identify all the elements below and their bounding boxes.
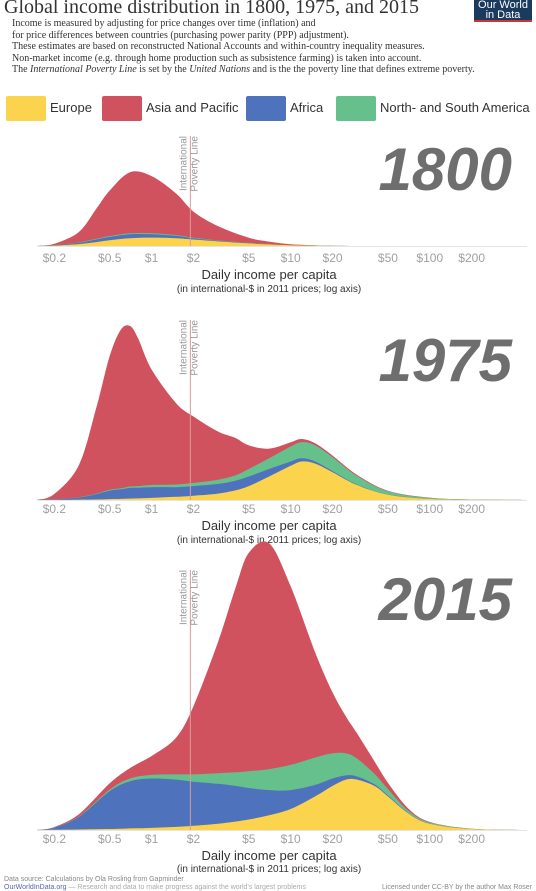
chart-panel-1800: International Poverty Line 1800 $0.2 $0.5 $1 $… (37, 136, 527, 295)
x-tick-label: $50 (378, 502, 398, 516)
intro-emph-un: United Nations (189, 64, 251, 75)
x-tick-label: $0.2 (43, 502, 67, 516)
x-tick-label: $20 (323, 251, 343, 265)
logo-line1: Our World (478, 0, 528, 11)
intro-text-part: and is the the poverty line that defines… (250, 64, 475, 75)
x-tick-label: $200 (458, 251, 485, 265)
x-axis-sublabel: (in international-$ in 2011 prices; log … (177, 864, 361, 875)
x-tick-label: $1 (145, 832, 159, 846)
footer-tagline: — Research and data to make progress aga… (68, 884, 306, 891)
x-tick-label: $2 (187, 502, 201, 516)
x-tick-label: $2 (187, 832, 201, 846)
x-axis-sublabel: (in international-$ in 2011 prices; log … (177, 284, 361, 295)
legend-swatch-asia (102, 96, 142, 121)
owid-logo[interactable]: Our World in Data (474, 0, 532, 22)
intro-line: Income is measured by adjusting for pric… (12, 18, 316, 29)
x-tick-label: $0.2 (43, 832, 67, 846)
year-label: 1800 (379, 136, 512, 203)
chart-panel-2015: International Poverty Line 2015 $0.2 $0.5 $1 $… (37, 541, 527, 875)
x-tick-label: $200 (458, 502, 485, 516)
area-europe (37, 778, 527, 830)
legend-label: Africa (290, 100, 324, 115)
footer-license: Licensed under CC-BY by the author Max R… (381, 884, 532, 891)
x-tick-label: $50 (378, 251, 398, 265)
area-europe (37, 461, 527, 500)
x-tick-label: $200 (458, 832, 485, 846)
year-label: 2015 (378, 566, 514, 633)
x-axis-label: Daily income per capita (201, 267, 337, 282)
x-tick-label: $5 (242, 251, 256, 265)
logo-line2: in Data (485, 9, 521, 21)
legend-swatch-americas (336, 96, 376, 121)
intro-text: Income is measured by adjusting for pric… (12, 18, 536, 76)
legend-label: North- and South America (380, 100, 530, 115)
x-tick-label: $50 (378, 832, 398, 846)
x-tick-label: $1 (145, 502, 159, 516)
x-axis-sublabel: (in international-$ in 2011 prices; log … (177, 535, 361, 546)
x-tick-label: $1 (145, 251, 159, 265)
x-axis-label: Daily income per capita (201, 848, 337, 863)
x-tick-label: $0.5 (98, 832, 122, 846)
poverty-line-label: Poverty Line (189, 570, 200, 626)
x-tick-label: $20 (323, 832, 343, 846)
poverty-line-label: Poverty Line (189, 320, 200, 376)
chart-panel-1975: International Poverty Line 1975 $0.2 $0.5 $1 $… (37, 320, 527, 546)
x-axis-label: Daily income per capita (201, 518, 337, 533)
intro-emph-ipl: International Poverty Line (30, 64, 137, 75)
poverty-line-label: International (178, 570, 189, 625)
x-tick-label: $0.5 (98, 502, 122, 516)
intro-line: These estimates are based on reconstruct… (12, 41, 425, 52)
logo-bar (474, 20, 532, 22)
year-label: 1975 (379, 327, 514, 394)
legend-swatch-europe (6, 96, 46, 121)
area-europe (37, 237, 527, 246)
intro-text-part: is set by the (136, 64, 190, 75)
x-tick-label: $20 (323, 502, 343, 516)
poverty-line-label: International (178, 320, 189, 375)
footer-site: OurWorldInData.org — Research and data t… (4, 884, 306, 891)
x-tick-label: $2 (187, 251, 201, 265)
x-tick-label: $0.5 (98, 251, 122, 265)
page-title: Global income distribution in 1800, 1975… (4, 0, 419, 18)
footer-source: Data source: Calculations by Ola Rosling… (4, 876, 184, 883)
x-tick-label: $5 (242, 502, 256, 516)
x-tick-label: $10 (281, 251, 301, 265)
area-asia-and-pacific (37, 171, 527, 246)
legend-label: Asia and Pacific (146, 100, 239, 115)
x-tick-label: $100 (416, 832, 443, 846)
area-asia-and-pacific (37, 541, 527, 830)
x-tick-label: $10 (281, 832, 301, 846)
legend-label: Europe (50, 100, 92, 115)
footer-site-link[interactable]: OurWorldInData.org (4, 884, 67, 891)
x-tick-label: $10 (281, 502, 301, 516)
x-tick-label: $0.2 (43, 251, 67, 265)
x-tick-label: $5 (242, 832, 256, 846)
poverty-line-label: International (178, 136, 189, 191)
poverty-line-label: Poverty Line (189, 136, 200, 192)
intro-line: for price differences between countries … (12, 29, 349, 41)
legend-swatch-africa (246, 96, 286, 121)
intro-line: Non-market income (e.g. through home pro… (12, 52, 422, 64)
intro-line: The International Poverty Line is set by… (12, 64, 536, 76)
area-asia-and-pacific (37, 325, 527, 500)
x-tick-label: $100 (416, 502, 443, 516)
intro-text-part: The (12, 64, 31, 75)
x-tick-label: $100 (416, 251, 443, 265)
